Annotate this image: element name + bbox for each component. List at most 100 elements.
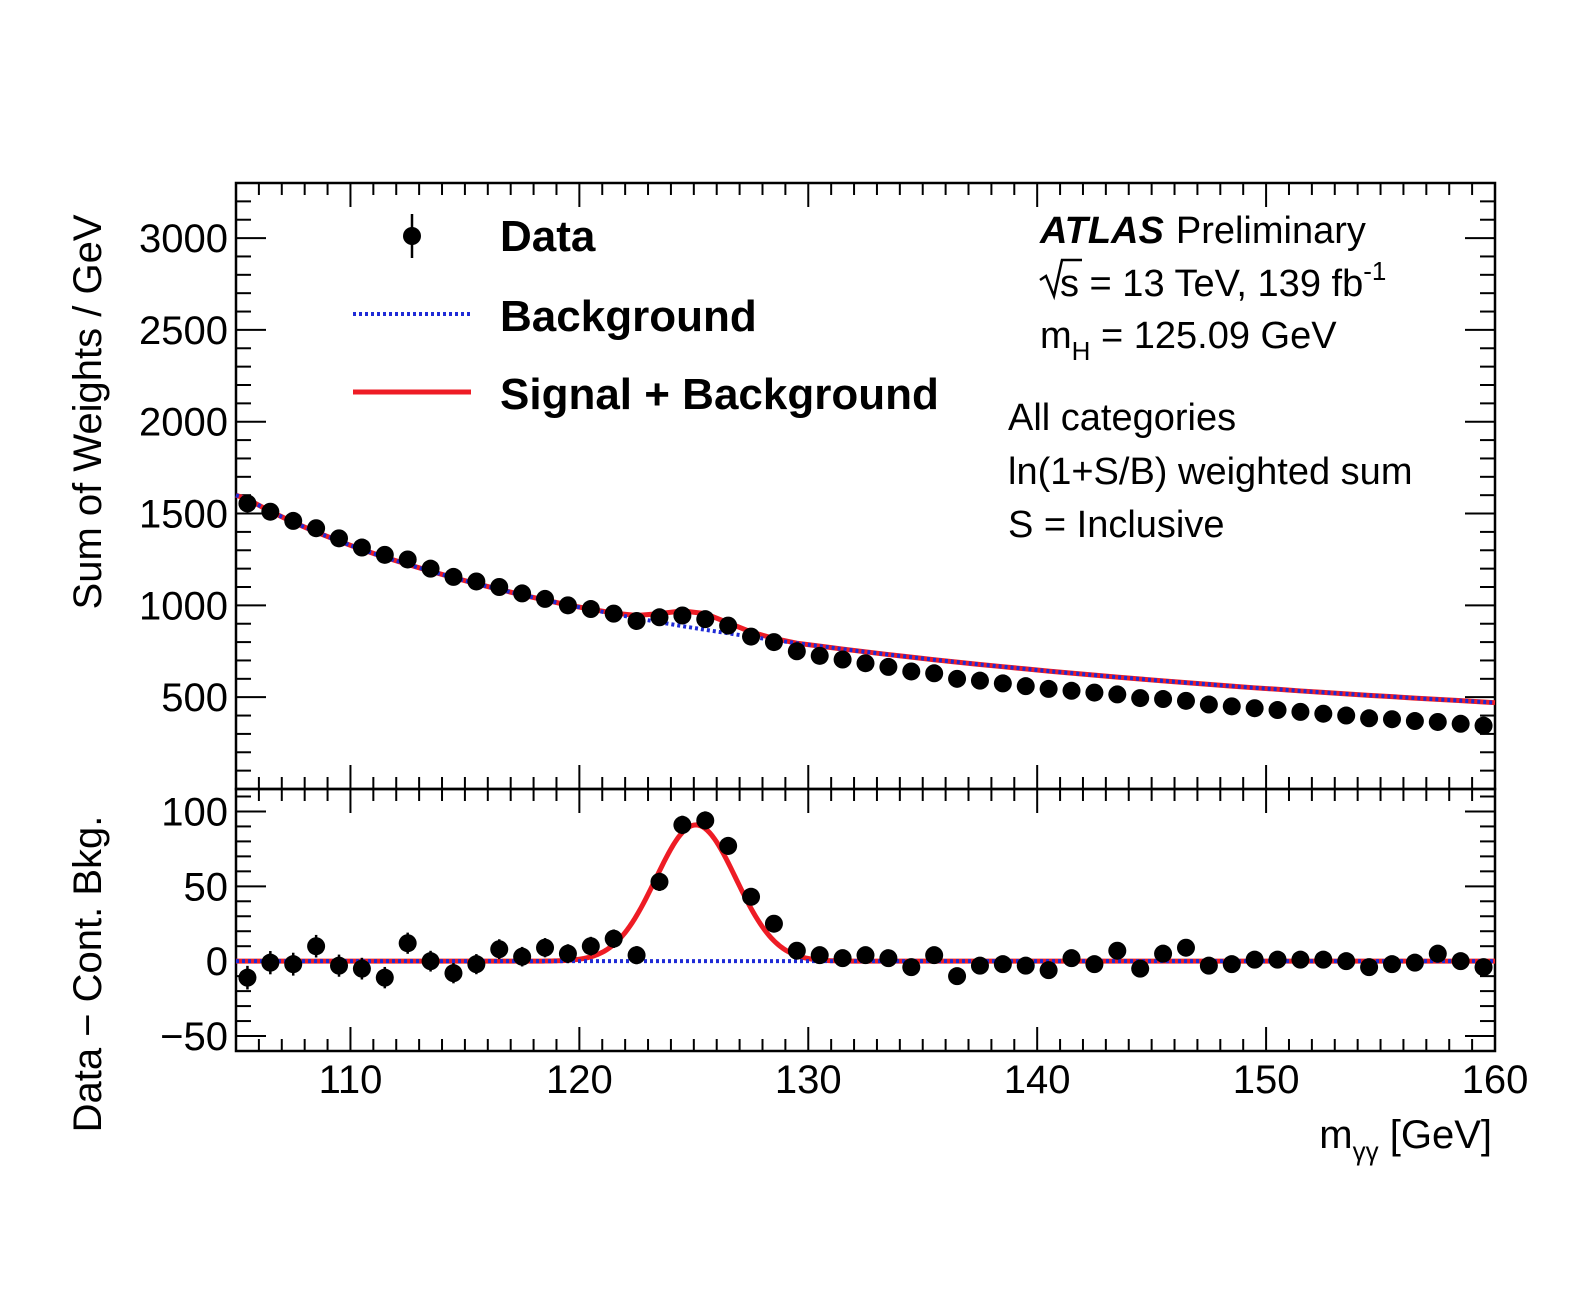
data-point xyxy=(1176,691,1195,710)
y-tick-label: 1500 xyxy=(139,493,228,537)
data-point xyxy=(558,596,577,615)
data-point xyxy=(970,671,989,690)
data-point xyxy=(993,674,1012,693)
weighting-text: ln(1+S/B) weighted sum xyxy=(1008,451,1412,493)
ratio-data-point xyxy=(970,956,989,975)
data-point xyxy=(1154,690,1173,709)
ratio-data-point xyxy=(1382,955,1401,974)
ratio-data-point xyxy=(284,955,303,974)
legend-background-label: Background xyxy=(500,292,757,341)
data-point xyxy=(948,669,967,688)
data-point xyxy=(1222,697,1241,716)
data-point xyxy=(238,494,257,513)
ratio-data-point xyxy=(787,941,806,960)
main-panel: 500 1000 1500 2000 2500 3000 xyxy=(139,181,1497,791)
atlas-logo-text: ATLAS xyxy=(1039,210,1164,252)
ratio-data-point xyxy=(1314,950,1333,969)
data-point xyxy=(627,611,646,630)
ratio-data-point xyxy=(1291,950,1310,969)
ratio-data-point xyxy=(352,959,371,978)
y-tick-label: 50 xyxy=(184,865,229,909)
ratio-data-point xyxy=(1085,955,1104,974)
y-tick-label: 100 xyxy=(161,790,228,834)
ratio-data-point xyxy=(902,958,921,977)
ratio-data-point xyxy=(536,938,555,957)
data-point xyxy=(1291,702,1310,721)
ratio-data-point xyxy=(742,887,761,906)
y-tick-label: 0 xyxy=(206,940,228,984)
ratio-data-point xyxy=(1222,955,1241,974)
ratio-data-point xyxy=(1108,941,1127,960)
ratio-data-point xyxy=(948,967,967,986)
ratio-panel: 110 120 130 140 150 160 −50 0 50 100 xyxy=(160,787,1529,1102)
data-point xyxy=(902,662,921,681)
ratio-data-point xyxy=(1474,958,1493,977)
legend: Data Background Signal + Background xyxy=(353,212,939,419)
data-point xyxy=(536,589,555,608)
data-point xyxy=(1108,685,1127,704)
data-point xyxy=(1062,681,1081,700)
data-point xyxy=(1268,701,1287,720)
ratio-data-point xyxy=(467,955,486,974)
x-tick-label: 160 xyxy=(1462,1058,1529,1102)
x-tick-label: 110 xyxy=(319,1058,383,1102)
data-point xyxy=(1405,712,1424,731)
atlas-info: ATLAS Preliminary s = 13 TeV, 139 fb-1 mH… xyxy=(1008,210,1412,546)
ratio-y-axis-title: Data − Cont. Bkg. xyxy=(66,816,110,1133)
data-point xyxy=(1337,706,1356,725)
ratio-signal-curve xyxy=(236,822,1495,964)
data-point xyxy=(307,519,326,538)
legend-data-marker xyxy=(403,227,421,245)
data-point xyxy=(444,567,463,586)
data-point xyxy=(1314,704,1333,723)
sqrt-icon xyxy=(1039,258,1082,301)
data-point xyxy=(856,654,875,673)
ratio-data-point xyxy=(1428,944,1447,963)
ratio-data-point xyxy=(1268,950,1287,969)
ratio-data-point xyxy=(1176,938,1195,957)
ratio-data-point xyxy=(856,946,875,965)
ratio-data-point xyxy=(1199,956,1218,975)
ratio-data-point xyxy=(879,949,898,968)
ratio-data-point xyxy=(398,934,417,953)
data-point xyxy=(810,646,829,665)
ratio-data-point xyxy=(1405,953,1424,972)
data-point xyxy=(1360,709,1379,728)
data-point xyxy=(1085,683,1104,702)
ratio-data-point xyxy=(330,956,349,975)
data-point xyxy=(1131,689,1150,708)
data-point xyxy=(764,633,783,652)
data-point xyxy=(581,600,600,619)
data-point xyxy=(1474,716,1493,735)
data-point xyxy=(673,606,692,625)
ratio-data-point xyxy=(1154,944,1173,963)
data-point xyxy=(696,610,715,629)
legend-entry-background: Background xyxy=(353,292,757,341)
data-point xyxy=(284,511,303,530)
ratio-data-point xyxy=(421,952,440,971)
y-tick-label: 500 xyxy=(161,676,228,720)
legend-signal-label: Signal + Background xyxy=(500,370,939,419)
ratio-data-point xyxy=(650,872,669,891)
ratio-data-point xyxy=(764,914,783,933)
ratio-data-point xyxy=(627,946,646,965)
y-tick-label: 2500 xyxy=(139,309,228,353)
ratio-data-point xyxy=(261,953,280,972)
data-point xyxy=(742,627,761,646)
data-point xyxy=(1382,710,1401,729)
x-tick-label: 150 xyxy=(1233,1058,1300,1102)
ratio-data-point xyxy=(1131,959,1150,978)
data-point xyxy=(1199,695,1218,714)
atlas-preliminary: Preliminary xyxy=(1176,210,1366,252)
ratio-frame xyxy=(234,787,1497,1053)
ratio-data-point xyxy=(581,937,600,956)
ratio-data-point xyxy=(1039,961,1058,980)
data-point xyxy=(261,502,280,521)
data-point xyxy=(833,650,852,669)
signal-def-text: S = Inclusive xyxy=(1008,504,1225,546)
ratio-data-point xyxy=(604,929,623,948)
ratio-data-point xyxy=(558,944,577,963)
ratio-data-point xyxy=(719,836,738,855)
ratio-data-point xyxy=(444,964,463,983)
